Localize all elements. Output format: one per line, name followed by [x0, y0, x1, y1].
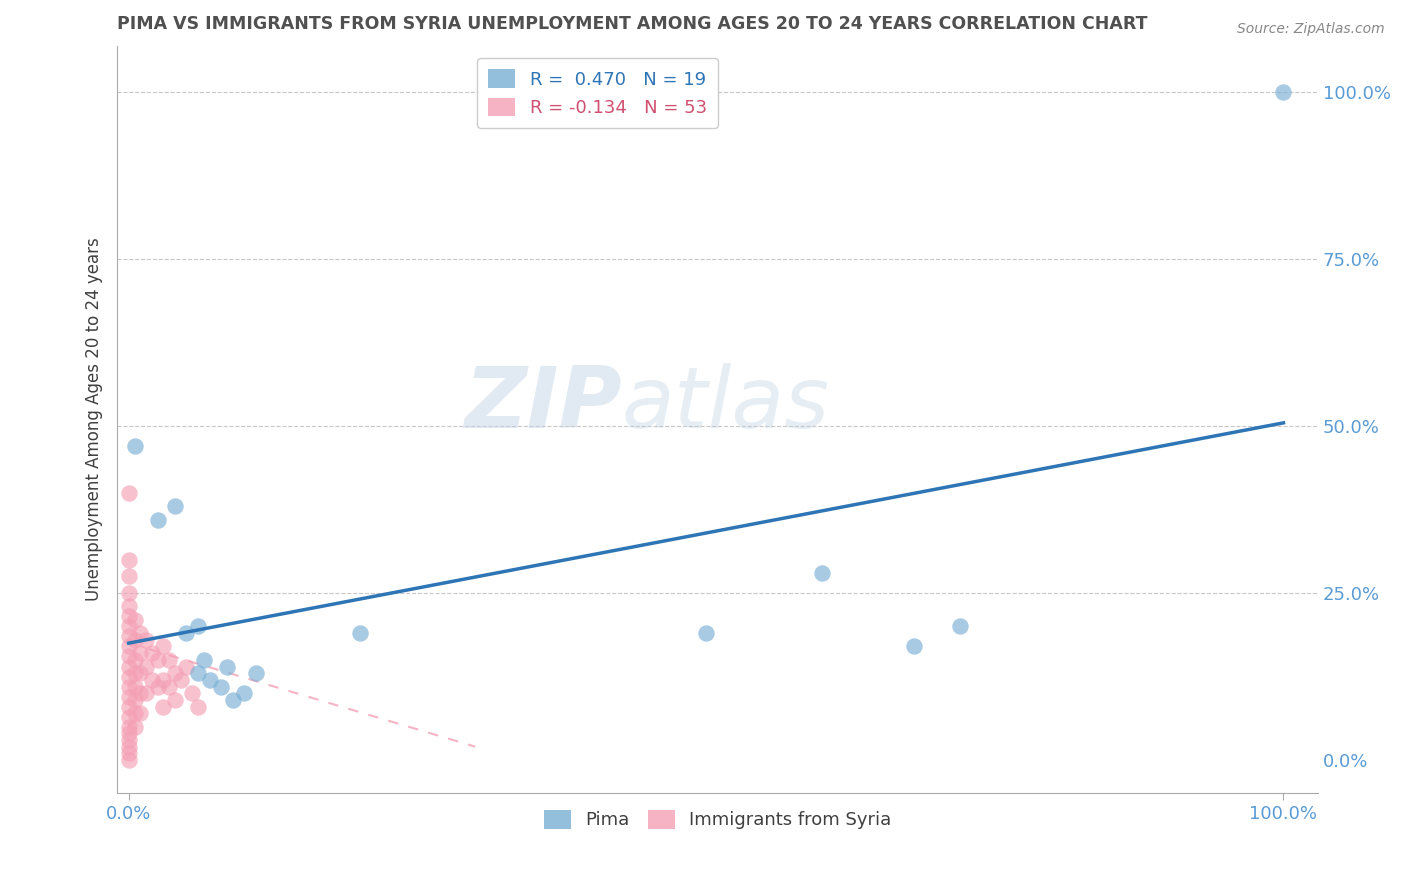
- Point: [118, 609, 141, 624]
- Point: [146, 513, 169, 527]
- Point: [118, 726, 141, 740]
- Point: [198, 673, 221, 687]
- Point: [124, 439, 146, 453]
- Point: [810, 566, 832, 580]
- Point: [193, 653, 215, 667]
- Point: [146, 680, 169, 694]
- Point: [176, 659, 198, 673]
- Point: [124, 632, 146, 647]
- Point: [152, 673, 174, 687]
- Point: [152, 699, 174, 714]
- Point: [157, 680, 180, 694]
- Point: [949, 619, 972, 633]
- Text: atlas: atlas: [621, 363, 830, 446]
- Point: [118, 552, 141, 566]
- Point: [349, 626, 371, 640]
- Point: [124, 653, 146, 667]
- Y-axis label: Unemployment Among Ages 20 to 24 years: Unemployment Among Ages 20 to 24 years: [86, 237, 103, 601]
- Point: [170, 673, 193, 687]
- Point: [903, 640, 925, 654]
- Point: [129, 626, 152, 640]
- Text: ZIP: ZIP: [464, 363, 621, 446]
- Point: [135, 686, 157, 700]
- Point: [124, 693, 146, 707]
- Point: [118, 630, 141, 644]
- Point: [215, 659, 238, 673]
- Point: [163, 500, 186, 514]
- Point: [221, 693, 243, 707]
- Point: [245, 666, 267, 681]
- Point: [129, 686, 152, 700]
- Point: [1272, 86, 1295, 100]
- Point: [152, 640, 174, 654]
- Point: [118, 747, 141, 761]
- Point: [124, 706, 146, 721]
- Point: [129, 646, 152, 660]
- Point: [157, 653, 180, 667]
- Point: [124, 680, 146, 694]
- Point: [118, 649, 141, 664]
- Point: [141, 646, 163, 660]
- Point: [118, 569, 141, 583]
- Text: PIMA VS IMMIGRANTS FROM SYRIA UNEMPLOYMENT AMONG AGES 20 TO 24 YEARS CORRELATION: PIMA VS IMMIGRANTS FROM SYRIA UNEMPLOYME…: [117, 15, 1147, 33]
- Point: [187, 619, 209, 633]
- Point: [118, 599, 141, 614]
- Text: Source: ZipAtlas.com: Source: ZipAtlas.com: [1237, 22, 1385, 37]
- Point: [118, 640, 141, 654]
- Point: [118, 733, 141, 747]
- Point: [118, 619, 141, 633]
- Point: [146, 653, 169, 667]
- Point: [141, 673, 163, 687]
- Point: [163, 693, 186, 707]
- Point: [118, 680, 141, 694]
- Point: [118, 669, 141, 683]
- Point: [233, 686, 256, 700]
- Point: [124, 613, 146, 627]
- Point: [129, 666, 152, 681]
- Point: [118, 753, 141, 767]
- Point: [118, 739, 141, 754]
- Point: [176, 626, 198, 640]
- Point: [118, 699, 141, 714]
- Point: [129, 706, 152, 721]
- Point: [118, 690, 141, 704]
- Point: [118, 709, 141, 723]
- Point: [118, 720, 141, 734]
- Point: [118, 486, 141, 500]
- Point: [187, 666, 209, 681]
- Point: [181, 686, 204, 700]
- Point: [135, 659, 157, 673]
- Legend: Pima, Immigrants from Syria: Pima, Immigrants from Syria: [537, 803, 898, 837]
- Point: [124, 666, 146, 681]
- Point: [118, 659, 141, 673]
- Point: [209, 680, 232, 694]
- Point: [135, 632, 157, 647]
- Point: [163, 666, 186, 681]
- Point: [118, 586, 141, 600]
- Point: [187, 699, 209, 714]
- Point: [695, 626, 717, 640]
- Point: [124, 720, 146, 734]
